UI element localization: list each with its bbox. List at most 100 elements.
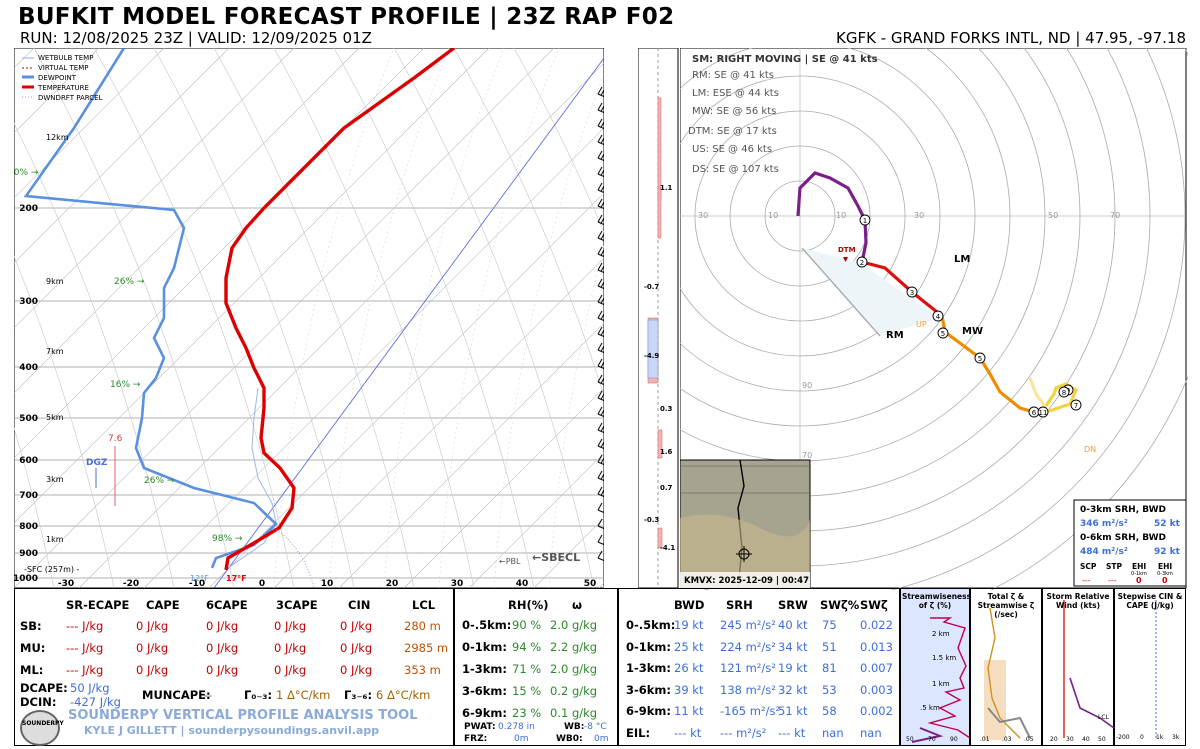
skewt-chart: WETBULB TEMP VIRTUAL TEMP DEWPOINT TEMPE…: [14, 48, 604, 589]
omega-label: 0.7: [660, 484, 673, 492]
wetbulb-line: [227, 387, 277, 569]
omega-label: -0.7: [644, 283, 659, 291]
skewt-grid: [14, 48, 604, 589]
srh-shading: [802, 248, 940, 336]
temp-tick: 40: [516, 579, 529, 589]
kin-layer: 6-9km:: [626, 704, 672, 718]
svg-text:346 m²/s²: 346 m²/s²: [1080, 519, 1128, 529]
radar-label: KMVX: 2025-12-09 | 00:47: [684, 576, 809, 586]
height-marker-label: 2: [860, 259, 864, 267]
wind-barb: [597, 205, 604, 210]
kin-value: 26 kt: [674, 661, 704, 675]
temp-tick: 10: [321, 579, 334, 589]
rm-vector: [801, 247, 881, 337]
kin-value: 0.002: [860, 704, 893, 718]
kin-value: nan: [860, 725, 882, 740]
dtm-marker: DTM: [838, 246, 856, 254]
motion-us: US: SE @ 46 kts: [692, 144, 772, 155]
lapse-rate-label: 7.6: [108, 434, 123, 444]
omega-bar: [657, 527, 663, 549]
col-header: LCL: [412, 598, 436, 612]
pbl-label: ←PBL: [499, 557, 521, 566]
sr-wind-panel: [1042, 588, 1114, 746]
hodograph-trace: [861, 260, 943, 318]
omega-bar: [657, 187, 662, 239]
kin-value: 0.007: [860, 661, 893, 675]
hodograph-trace: [1028, 377, 1048, 409]
motion-rm: RM: SE @ 41 kts: [692, 70, 774, 81]
wind-barb: [597, 509, 604, 514]
height-marker-label: 5: [978, 355, 982, 363]
wind-barb: [597, 173, 604, 178]
kin-value: 81: [822, 661, 837, 675]
wind-barb: [597, 397, 604, 402]
wind-barb: [597, 285, 604, 290]
rh-label: 16% →: [110, 380, 141, 390]
dn-marker: DN: [1084, 445, 1096, 454]
lm-marker: LM: [954, 254, 970, 265]
omega-label: -4.9: [644, 352, 659, 360]
rh-label: 26% →: [144, 476, 175, 486]
kin-value: -165 m²/s²: [720, 704, 781, 718]
col-header: 6CAPE: [206, 598, 248, 612]
kin-value: 53: [822, 682, 837, 697]
thermo-table: [14, 588, 454, 746]
wind-barb: [597, 381, 604, 386]
omega-panel: 1.1 -0.7 -4.9 0.3 1.6 0.7 -0.3 -4.1: [638, 48, 679, 589]
svg-text:92 kt: 92 kt: [1154, 547, 1181, 557]
hodograph-trace: [796, 171, 868, 263]
skewt-legend: WETBULB TEMP VIRTUAL TEMP DEWPOINT TEMPE…: [22, 54, 103, 102]
page-title: BUFKIT MODEL FORECAST PROFILE | 23Z RAP …: [18, 4, 675, 30]
kin-value: 0.022: [860, 618, 893, 632]
sbecl-label: ←SBECL: [532, 551, 580, 564]
kin-value: 11 kt: [674, 704, 704, 718]
svg-text:0: 0: [1162, 576, 1168, 585]
kin-layer: 0-.5km:: [626, 618, 676, 632]
height-marker: [856, 256, 868, 268]
motion-mw: MW: SE @ 56 kts: [692, 106, 776, 117]
omega-bar: [657, 429, 663, 459]
height-label: 9km: [46, 277, 64, 286]
wind-barb: [597, 365, 604, 370]
kin-layer: 3-6km:: [626, 682, 672, 697]
wind-barb: [597, 301, 604, 306]
legend-dwndrft: DWNDRFT PARCEL: [38, 94, 103, 102]
ring-label: 30: [698, 211, 708, 220]
ring-label: 50: [1048, 211, 1058, 220]
footer-author: KYLE J GILLETT | sounderpysoundings.anvi…: [84, 724, 380, 737]
height-label: 7km: [46, 347, 64, 356]
wind-barb: [597, 493, 604, 498]
omega-label: 0.3: [660, 405, 673, 413]
kin-value: --- m²/s²: [720, 725, 767, 740]
wind-barb: [597, 525, 604, 530]
height-label: 3km: [46, 475, 64, 484]
pressure-tick: 900: [19, 549, 38, 559]
kin-value: 19 kt: [778, 661, 808, 675]
wind-barb: [597, 125, 604, 130]
moisture-table: [454, 588, 618, 746]
wind-barb: [597, 253, 604, 258]
temp-tick: -30: [58, 579, 74, 589]
col-header: SR-ECAPE: [66, 598, 130, 612]
motion-dtm: DTM: SE @ 17 kts: [688, 126, 777, 137]
sm-title: SM: RIGHT MOVING | SE @ 41 kts: [692, 54, 878, 65]
svg-text:484 m²/s²: 484 m²/s²: [1080, 547, 1128, 557]
svg-text:EHI: EHI: [1158, 562, 1172, 571]
footer-tool: SOUNDERPY VERTICAL PROFILE ANALYSIS TOOL: [68, 708, 418, 723]
kin-value: 39 kt: [674, 682, 704, 697]
height-marker: [974, 352, 986, 364]
kin-value: 121 m²/s²: [720, 661, 776, 675]
ring-label: 70: [1110, 211, 1120, 220]
height-marker: [1037, 406, 1049, 418]
ring-label: 10: [768, 211, 778, 220]
wind-barb: [597, 477, 604, 482]
legend-temperature: TEMPERATURE: [37, 84, 89, 92]
temp-tick: 30: [451, 579, 464, 589]
up-marker: UP: [916, 320, 927, 329]
wind-barb: [597, 541, 604, 546]
height-marker: [1058, 386, 1070, 398]
pressure-tick: 800: [19, 522, 38, 532]
kin-layer: EIL:: [626, 725, 651, 740]
wind-barb: [597, 269, 604, 274]
height-marker-label: 11: [1039, 409, 1048, 417]
